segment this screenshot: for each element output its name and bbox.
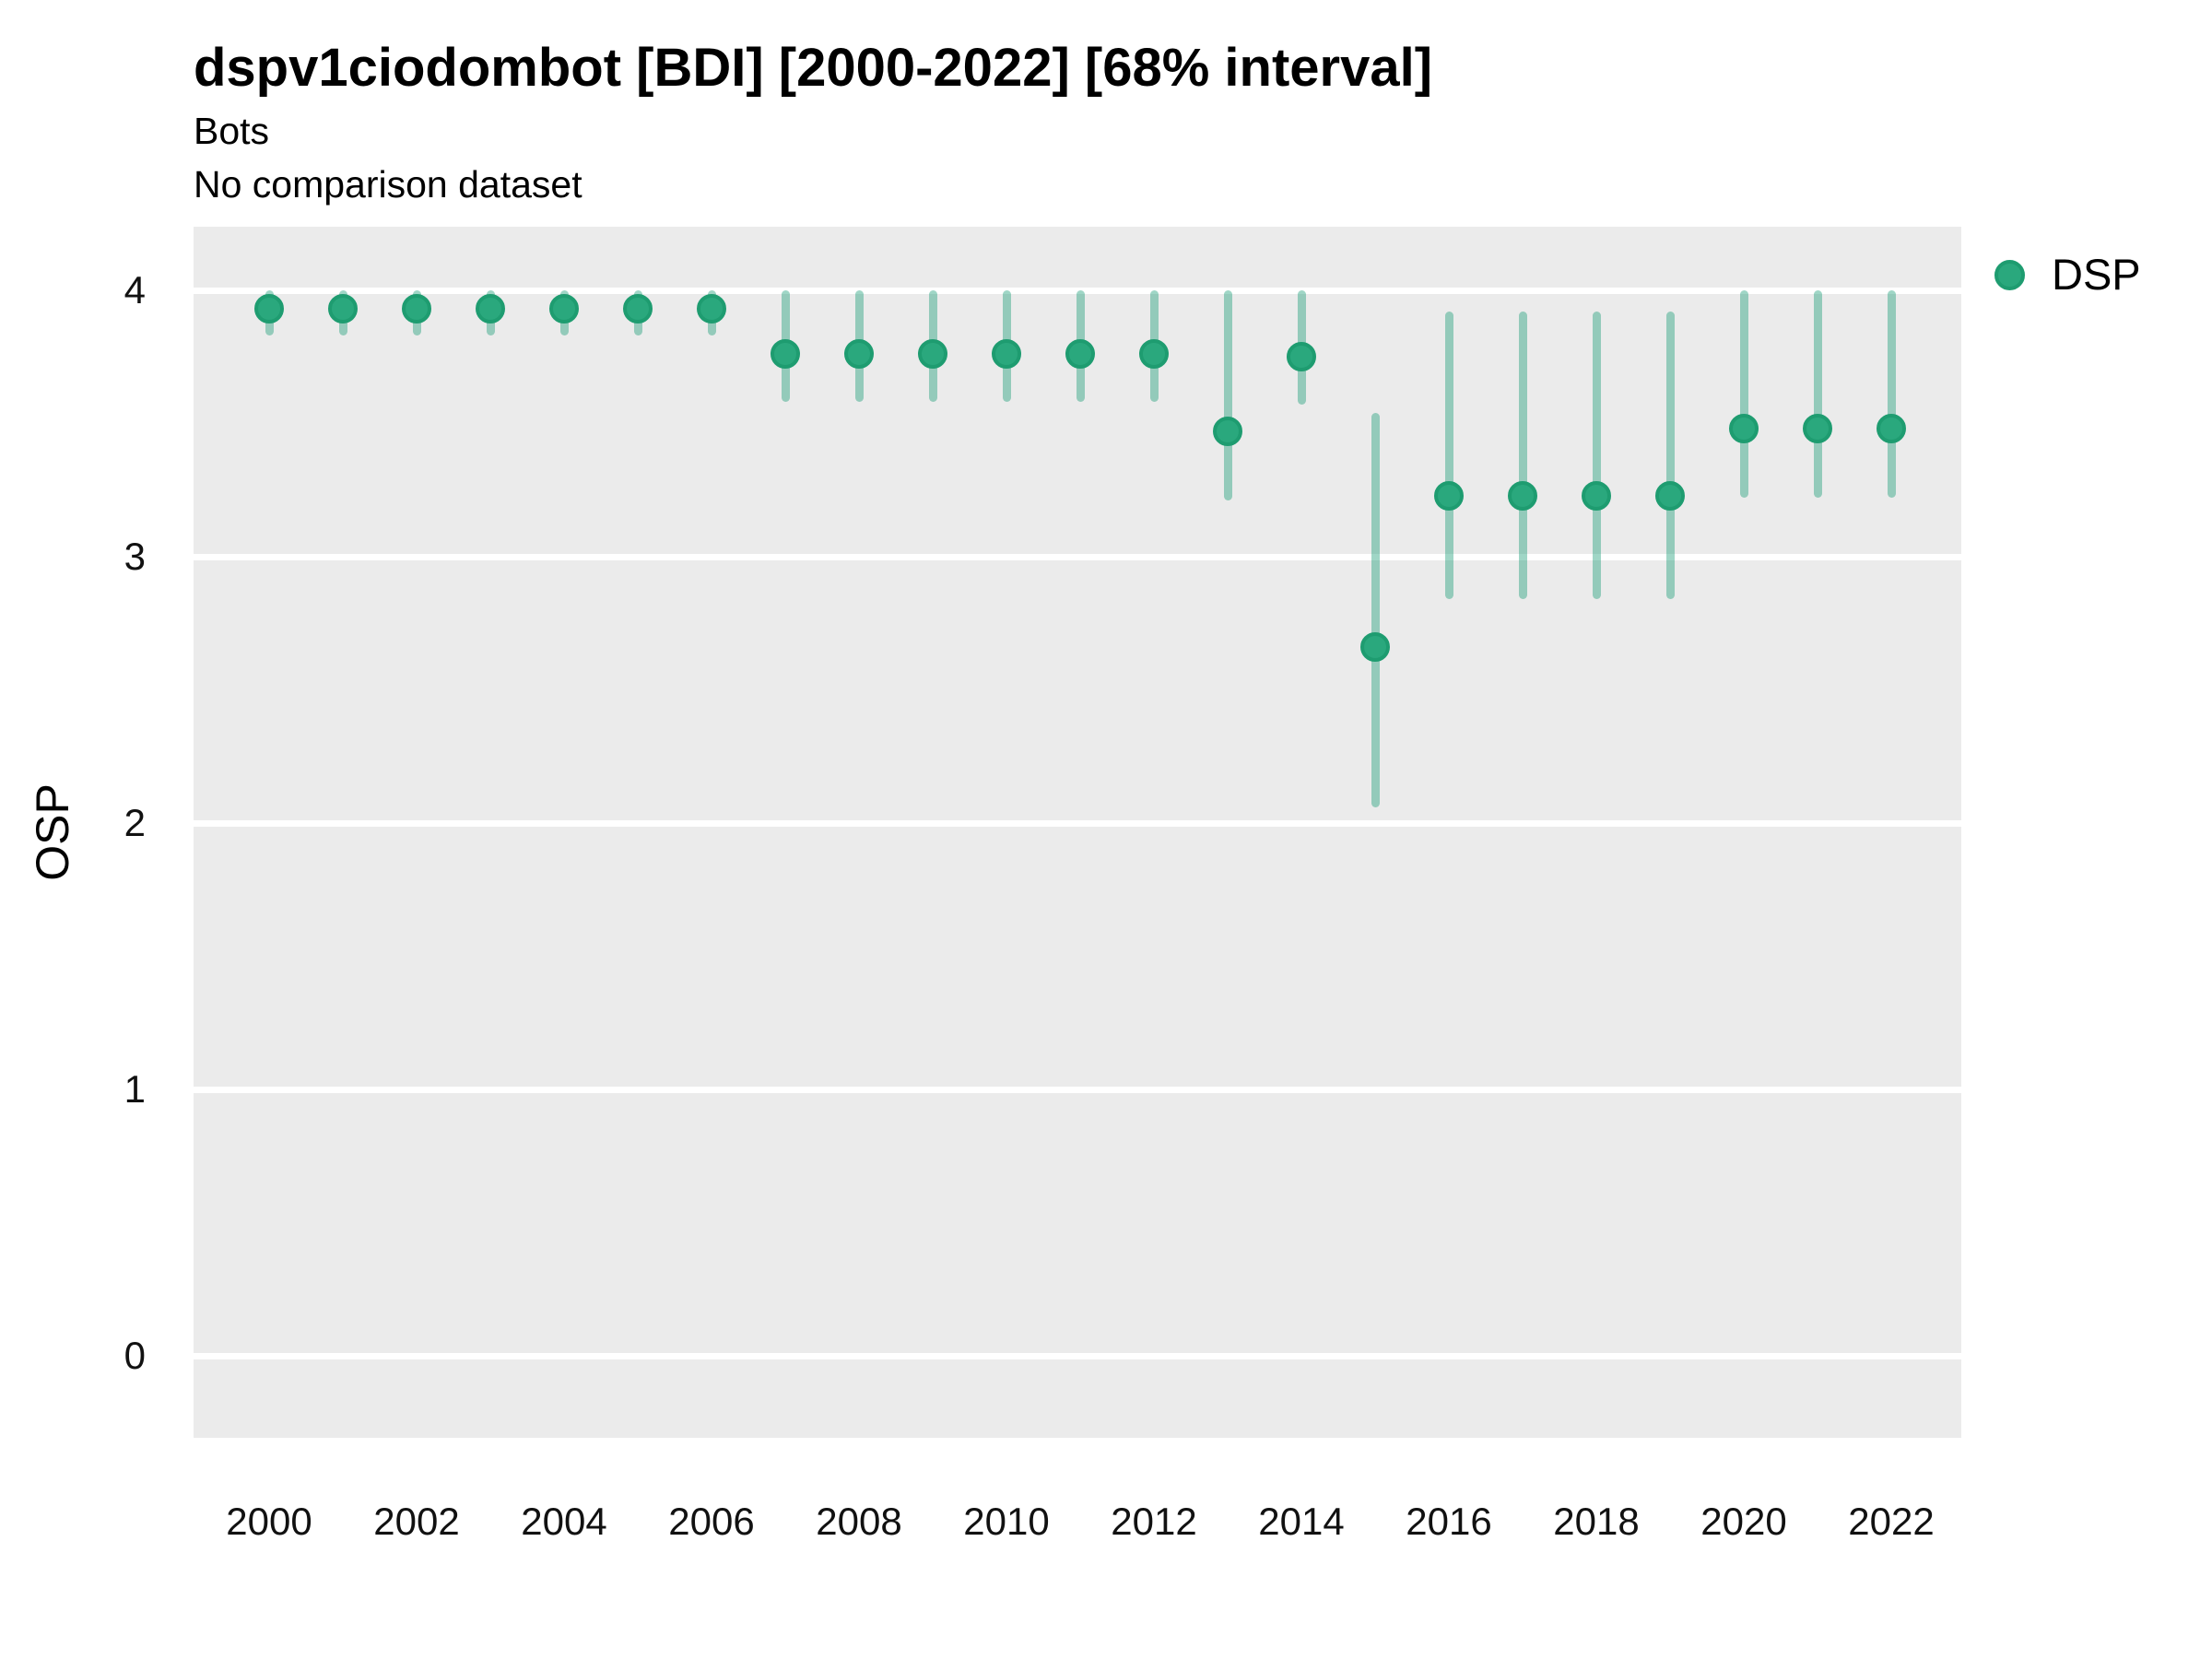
y-tick-label-2: 2 xyxy=(124,801,146,844)
y-tick-label-4: 4 xyxy=(124,268,146,312)
plot-panel xyxy=(194,227,1961,1438)
data-point-2018 xyxy=(1582,480,1611,511)
data-point-2013 xyxy=(1213,417,1242,447)
x-tick-label-2004: 2004 xyxy=(521,1500,607,1543)
legend-point-icon xyxy=(1994,260,2025,290)
data-point-2001 xyxy=(328,294,358,324)
data-point-2006 xyxy=(697,294,726,324)
gridline-y-1 xyxy=(194,1086,1961,1093)
data-point-2004 xyxy=(549,294,579,324)
data-point-2014 xyxy=(1287,342,1316,372)
data-point-2010 xyxy=(992,339,1021,370)
x-tick-label-2002: 2002 xyxy=(373,1500,460,1543)
y-tick-label-3: 3 xyxy=(124,535,146,578)
data-point-2000 xyxy=(254,294,284,324)
comparison-note: No comparison dataset xyxy=(194,163,582,206)
interval-bar-2017 xyxy=(1518,312,1527,600)
data-point-2022 xyxy=(1877,414,1906,444)
x-tick-label-2020: 2020 xyxy=(1700,1500,1787,1543)
interval-bar-2021 xyxy=(1813,290,1822,499)
interval-bar-2016 xyxy=(1444,312,1453,600)
legend: DSP xyxy=(1980,241,2210,308)
x-tick-label-2022: 2022 xyxy=(1848,1500,1935,1543)
interval-bar-2022 xyxy=(1887,290,1896,499)
gridline-y-3 xyxy=(194,553,1961,560)
data-point-2005 xyxy=(623,294,653,324)
x-tick-label-2006: 2006 xyxy=(668,1500,755,1543)
data-point-2021 xyxy=(1803,414,1832,444)
data-point-2020 xyxy=(1729,414,1759,444)
data-point-2016 xyxy=(1434,480,1464,511)
gridline-y-0 xyxy=(194,1352,1961,1359)
y-tick-label-0: 0 xyxy=(124,1334,146,1377)
x-tick-label-2014: 2014 xyxy=(1258,1500,1345,1543)
data-point-2011 xyxy=(1065,339,1095,370)
chart-subtitle: Bots xyxy=(194,110,270,152)
gridline-y-2 xyxy=(194,819,1961,827)
data-point-2009 xyxy=(918,339,947,370)
y-tick-label-1: 1 xyxy=(124,1067,146,1111)
data-point-2019 xyxy=(1655,480,1685,511)
chart-title: dspv1ciodombot [BDI] [2000-2022] [68% in… xyxy=(194,38,1433,98)
legend-label: DSP xyxy=(2052,250,2141,299)
interval-bar-2018 xyxy=(1592,312,1601,600)
data-point-2002 xyxy=(402,294,431,324)
data-point-2015 xyxy=(1360,632,1390,663)
interval-bar-2013 xyxy=(1223,290,1232,501)
data-point-2017 xyxy=(1508,480,1537,511)
data-point-2007 xyxy=(771,339,800,370)
data-point-2008 xyxy=(844,339,874,370)
x-tick-label-2000: 2000 xyxy=(226,1500,312,1543)
x-tick-label-2018: 2018 xyxy=(1553,1500,1640,1543)
x-tick-label-2010: 2010 xyxy=(963,1500,1050,1543)
data-point-2012 xyxy=(1139,339,1169,370)
x-tick-label-2016: 2016 xyxy=(1406,1500,1492,1543)
x-tick-label-2012: 2012 xyxy=(1111,1500,1197,1543)
data-point-2003 xyxy=(476,294,505,324)
interval-bar-2019 xyxy=(1665,312,1675,600)
gridline-y-4 xyxy=(194,287,1961,294)
interval-bar-2015 xyxy=(1371,412,1380,807)
interval-bar-2020 xyxy=(1739,290,1748,499)
x-tick-label-2008: 2008 xyxy=(816,1500,902,1543)
